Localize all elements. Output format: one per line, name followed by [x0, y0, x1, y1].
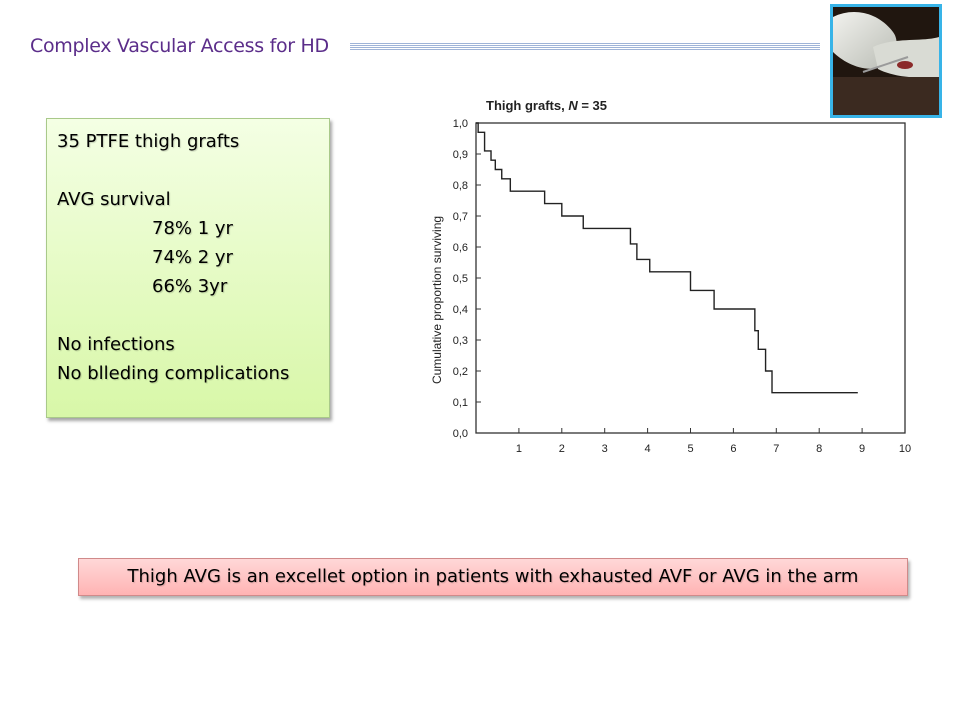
survival-heading: AVG survival	[57, 189, 171, 210]
conclusion-banner: Thigh AVG is an excellet option in patie…	[78, 558, 908, 596]
survival-1yr: 78% 1 yr	[152, 218, 233, 239]
chart-title-n-value: = 35	[578, 98, 607, 113]
spacer	[57, 301, 319, 330]
y-axis-ticks: 0,0 0,1 0,2 0,3 0,4 0,5 0,6 0,7 0,8 0,9 1,0	[453, 118, 481, 440]
x-tick-label: 9	[859, 443, 865, 455]
y-tick-label: 0,3	[453, 335, 468, 347]
graft-count-text: 35 PTFE thigh grafts	[57, 131, 240, 152]
graft-summary-box: 35 PTFE thigh grafts AVG survival 78% 1 …	[46, 118, 330, 418]
surgery-photo-image	[833, 7, 939, 115]
y-tick-label: 0,9	[453, 149, 468, 161]
spacer	[57, 156, 319, 185]
slide-title: Complex Vascular Access for HD	[30, 35, 329, 57]
y-tick-label: 0,8	[453, 180, 468, 192]
bleeding-text: No blleding complications	[57, 363, 290, 384]
x-tick-label: 4	[645, 443, 651, 455]
chart-title: Thigh grafts, N = 35	[486, 98, 607, 113]
x-tick-label: 6	[730, 443, 736, 455]
x-tick-label: 3	[602, 443, 608, 455]
survival-step-line	[476, 122, 858, 394]
y-tick-label: 0,4	[453, 304, 468, 316]
x-axis-ticks: 1 2 3 4 5 6 7 8 9 10	[516, 428, 911, 455]
series-layer	[476, 122, 858, 394]
chart-title-n: N	[568, 98, 578, 113]
y-tick-label: 0,5	[453, 273, 468, 285]
y-tick-label: 0,2	[453, 366, 468, 378]
y-tick-label: 0,6	[453, 242, 468, 254]
y-tick-label: 0,1	[453, 397, 468, 409]
x-tick-label: 2	[559, 443, 565, 455]
survival-3yr: 66% 3yr	[152, 276, 228, 297]
infections-text: No infections	[57, 334, 175, 355]
y-tick-label: 1,0	[453, 118, 468, 130]
y-tick-label: 0,0	[453, 428, 468, 440]
x-tick-label: 10	[899, 443, 911, 455]
y-tick-label: 0,7	[453, 211, 468, 223]
x-tick-label: 7	[773, 443, 779, 455]
chart-title-prefix: Thigh grafts,	[486, 98, 568, 113]
survival-chart: Thigh grafts, N = 35 Cumulative proporti…	[420, 88, 920, 460]
surgery-photo	[830, 4, 942, 118]
x-tick-label: 5	[687, 443, 693, 455]
y-axis-label: Cumulative proportion surviving	[430, 216, 444, 384]
x-tick-label: 8	[816, 443, 822, 455]
title-decorative-rule	[350, 43, 820, 51]
survival-chart-svg: Thigh grafts, N = 35 Cumulative proporti…	[430, 98, 911, 455]
survival-2yr: 74% 2 yr	[152, 247, 233, 268]
x-tick-label: 1	[516, 443, 522, 455]
